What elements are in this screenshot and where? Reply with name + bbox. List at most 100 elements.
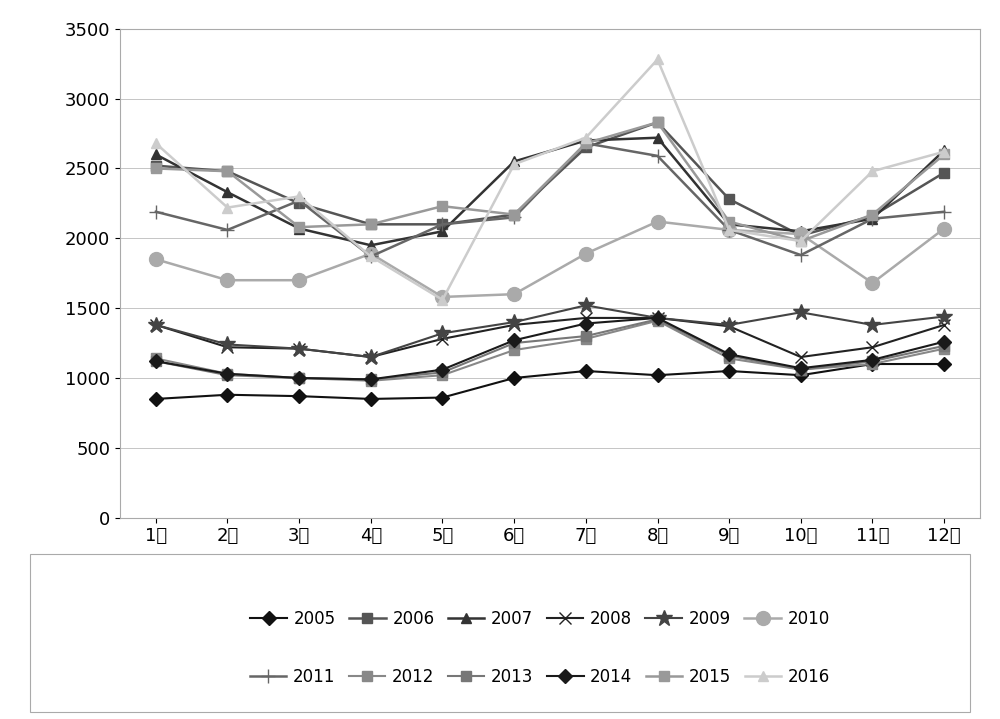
2012 [508, 346, 520, 354]
2005 [293, 392, 305, 400]
2015 [365, 220, 377, 229]
2013 [723, 352, 735, 360]
2007 [652, 134, 664, 142]
Line: 2006: 2006 [151, 117, 949, 240]
2010 [938, 224, 950, 233]
2008 [580, 313, 592, 322]
2010 [795, 230, 807, 239]
2016 [652, 55, 664, 64]
2011 [436, 220, 448, 229]
2007 [293, 224, 305, 233]
2013 [221, 371, 233, 380]
2005 [436, 393, 448, 402]
2015 [508, 210, 520, 219]
2011 [508, 213, 520, 221]
Line: 2011: 2011 [149, 137, 951, 263]
2013 [938, 342, 950, 350]
2013 [866, 357, 878, 365]
2012 [580, 334, 592, 343]
2011 [652, 152, 664, 160]
2014 [508, 336, 520, 344]
2008 [150, 321, 162, 329]
2008 [795, 353, 807, 362]
2005 [580, 367, 592, 375]
2007 [436, 227, 448, 236]
2006 [221, 167, 233, 175]
2008 [652, 313, 664, 322]
2013 [795, 365, 807, 374]
2012 [723, 354, 735, 363]
2016 [293, 192, 305, 201]
2010 [580, 249, 592, 258]
2011 [795, 251, 807, 260]
2010 [150, 255, 162, 264]
2016 [723, 226, 735, 234]
2008 [221, 343, 233, 352]
2010 [866, 279, 878, 288]
2013 [436, 368, 448, 377]
2014 [723, 350, 735, 359]
2007 [221, 188, 233, 196]
Line: 2014: 2014 [151, 313, 949, 384]
2005 [365, 395, 377, 403]
2015 [866, 210, 878, 219]
2011 [866, 214, 878, 223]
2012 [795, 365, 807, 374]
2006 [938, 168, 950, 177]
2009 [723, 321, 735, 329]
2013 [580, 331, 592, 340]
2013 [150, 357, 162, 365]
Line: 2010: 2010 [149, 214, 951, 304]
2008 [866, 343, 878, 352]
2009 [580, 301, 592, 310]
2013 [365, 375, 377, 384]
2007 [723, 220, 735, 229]
2010 [221, 276, 233, 285]
2014 [580, 319, 592, 328]
Line: 2009: 2009 [147, 297, 952, 365]
2011 [938, 208, 950, 216]
2009 [938, 312, 950, 321]
2006 [795, 232, 807, 240]
2006 [580, 143, 592, 152]
2009 [652, 313, 664, 322]
2007 [938, 146, 950, 155]
2005 [652, 371, 664, 380]
2006 [652, 118, 664, 127]
2010 [293, 276, 305, 285]
2015 [723, 217, 735, 226]
2008 [293, 344, 305, 353]
2012 [652, 316, 664, 325]
2012 [221, 370, 233, 378]
2007 [795, 227, 807, 236]
2016 [795, 237, 807, 245]
2006 [866, 211, 878, 220]
2014 [938, 337, 950, 346]
2012 [436, 371, 448, 380]
2009 [866, 321, 878, 329]
2011 [723, 226, 735, 234]
2015 [221, 167, 233, 175]
2008 [723, 322, 735, 331]
2016 [580, 134, 592, 142]
2012 [938, 344, 950, 353]
2016 [866, 167, 878, 175]
Legend: 2011, 2012, 2013, 2014, 2015, 2016: 2011, 2012, 2013, 2014, 2015, 2016 [250, 667, 830, 685]
2010 [508, 290, 520, 298]
2014 [866, 355, 878, 364]
Legend: 2005, 2006, 2007, 2008, 2009, 2010: 2005, 2006, 2007, 2008, 2009, 2010 [250, 610, 830, 628]
Line: 2007: 2007 [151, 133, 949, 250]
2010 [723, 226, 735, 234]
2011 [365, 252, 377, 261]
2016 [938, 147, 950, 156]
2009 [436, 329, 448, 338]
2014 [150, 357, 162, 365]
2014 [795, 364, 807, 372]
Line: 2012: 2012 [151, 316, 949, 385]
2012 [150, 354, 162, 363]
2011 [221, 226, 233, 234]
2009 [365, 353, 377, 362]
2014 [293, 374, 305, 383]
2015 [436, 202, 448, 211]
2008 [938, 321, 950, 329]
